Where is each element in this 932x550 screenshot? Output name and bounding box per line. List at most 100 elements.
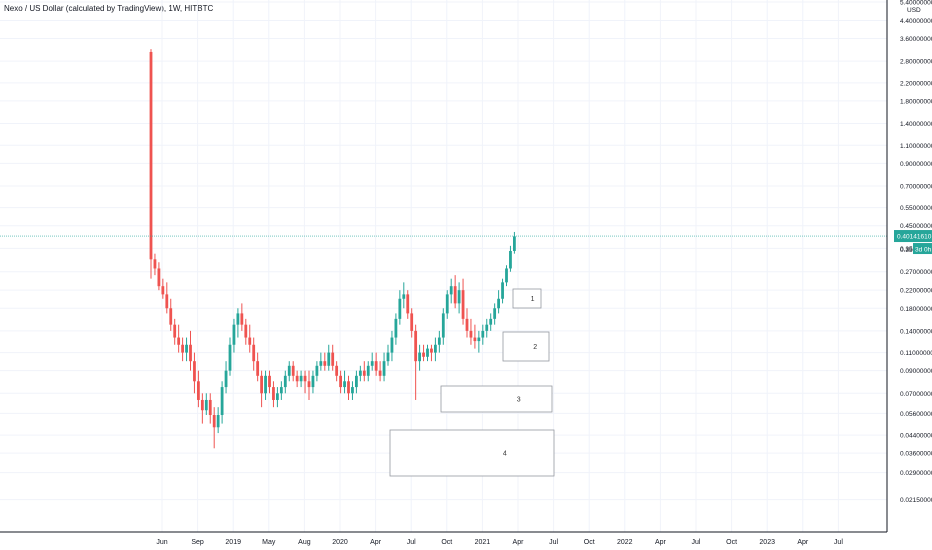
x-tick-label: Jul [692,539,701,546]
y-tick-label: 1.100000000 [900,143,932,150]
candle-body [212,415,216,428]
candle-body [355,375,358,388]
countdown-bg [913,243,932,255]
candle-body [264,375,267,394]
candle-body [204,399,208,411]
candle-body [481,330,485,338]
candle-body [232,324,236,345]
candle-body [370,361,374,366]
x-tick-label: Apr [513,539,525,546]
x-tick-label: May [262,539,276,546]
candle-body [434,344,437,353]
candle-body [489,318,493,325]
annotation-box [512,288,542,309]
candle-body [193,361,196,382]
candle-body [362,370,366,376]
candle-body [307,381,311,388]
candle-body [402,294,406,299]
x-tick-label: Oct [584,539,595,546]
x-axis: Jun Sep 2019 May Aug 2020 Apr Jul Oct 2021 Apr Jul O… [0,531,887,546]
candle-body [426,348,429,357]
candle-body [457,290,461,304]
annotation-box [440,385,553,413]
y-tick-label: 5.400000000 [900,0,932,7]
candle-body [323,361,327,366]
x-tick-label: Jun [156,539,167,546]
annotation-boxes: 1 2 3 4 [389,288,555,477]
candle-body [311,375,315,388]
candle-body [347,381,350,394]
y-tick-label: 0.140000000 [900,328,932,335]
candle-body [331,352,335,366]
candle-body [386,352,390,362]
y-tick-label: 0.110000000 [900,350,932,357]
candle-body [189,344,192,362]
annotation-box-label: 4 [503,451,507,458]
y-tick-label: 0.036000000 [900,451,932,458]
candle-body [260,375,263,394]
candle-body [256,361,260,376]
candle-body [157,268,161,287]
candle-body [501,282,504,299]
candle-body [465,318,469,331]
annotation-box-label: 1 [531,296,535,303]
candle-body [181,344,184,353]
candle-body [185,344,188,353]
candle-body [279,387,283,394]
annotation-box [502,331,550,362]
candle-body [161,286,165,295]
candle-body [351,387,354,394]
candle-body [473,337,477,342]
candle-body [248,337,252,345]
y-tick-label: 2.200000000 [900,80,932,87]
candle-body [430,348,433,353]
candle-body [165,294,169,309]
y-tick-label: 0.090000000 [900,368,932,375]
annotation-box-label: 3 [517,397,521,404]
y-tick-label: 0.029000000 [900,470,932,477]
chart-title: Nexo / US Dollar (calculated by TradingV… [4,4,214,13]
x-tick-label: Apr [797,539,809,546]
candle-body [319,361,323,366]
candle-body [422,352,425,357]
price-badge-bg [894,230,932,243]
x-tick-label: Sep [191,539,204,546]
y-axis: 5.400000000 4.400000000 3.600000000 2.80000… [886,0,932,532]
y-tick-label: 0.070000000 [900,391,932,398]
candle-body [272,387,275,400]
candle-body [149,51,153,260]
x-tick-label: 2021 [475,539,491,546]
candle-body [410,313,414,331]
candle-body [414,330,418,362]
candle-body [358,370,362,376]
candle-body [216,415,220,428]
candle-body [173,324,177,338]
candle-body [418,352,421,362]
y-tick-label: 0.270000000 [900,269,932,276]
x-tick-label: Aug [298,539,311,546]
price-badge-prefix: 0.350 [900,247,917,254]
y-tick-label: 2.800000000 [900,59,932,66]
candle-body [378,370,382,376]
candle-body [441,313,445,338]
candle-body [335,365,339,376]
countdown-label: 3d 0h [915,247,932,254]
candle-body [236,313,240,325]
x-tick-label: 2022 [617,539,633,546]
candle-body [303,375,307,382]
y-tick-label: 0.900000000 [900,161,932,168]
candle-body [453,286,457,304]
candle-body [228,344,232,371]
candle-body [315,365,319,376]
y-tick-label: 3.600000000 [900,36,932,43]
candle-body [200,399,204,411]
candle-body [343,381,346,388]
candle-body [224,370,228,388]
y-tick-label: 0.056000000 [900,411,932,418]
candle-body [291,365,295,376]
candle-body [374,361,378,371]
candle-body [339,375,342,388]
candle-body [513,236,516,251]
x-tick-label: Apr [370,539,382,546]
